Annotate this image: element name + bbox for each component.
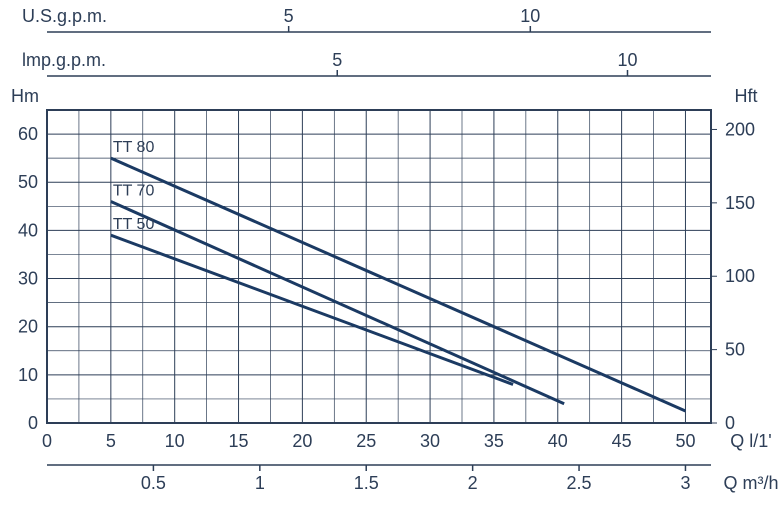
m3h-tick: 2.5: [567, 473, 592, 493]
q-l-label: Q l/1': [730, 431, 771, 451]
q-l-tick: 40: [548, 431, 568, 451]
q-l-tick: 30: [420, 431, 440, 451]
hm-tick: 0: [28, 413, 38, 433]
m3h-tick: 0.5: [141, 473, 166, 493]
hft-label: Hft: [734, 86, 757, 106]
pump-curve-chart: U.S.g.p.m.510lmp.g.p.m.510Hm010203040506…: [0, 0, 783, 519]
q-l-tick: 25: [356, 431, 376, 451]
us-gpm-tick: 10: [520, 6, 540, 26]
hm-tick: 40: [18, 220, 38, 240]
hft-tick: 150: [725, 193, 755, 213]
us-gpm-label: U.S.g.p.m.: [22, 6, 107, 26]
hft-tick: 200: [725, 119, 755, 139]
imp-gpm-label: lmp.g.p.m.: [22, 50, 106, 70]
imp-gpm-tick: 10: [617, 50, 637, 70]
us-gpm-tick: 5: [284, 6, 294, 26]
q-l-tick: 15: [229, 431, 249, 451]
q-l-tick: 45: [612, 431, 632, 451]
m3h-tick: 1.5: [354, 473, 379, 493]
q-l-tick: 35: [484, 431, 504, 451]
hm-tick: 50: [18, 172, 38, 192]
m3h-tick: 2: [468, 473, 478, 493]
hm-tick: 60: [18, 124, 38, 144]
m3h-label: Q m³/h: [723, 473, 778, 493]
hft-tick: 0: [725, 413, 735, 433]
q-l-tick: 10: [165, 431, 185, 451]
q-l-tick: 20: [292, 431, 312, 451]
q-l-tick: 5: [106, 431, 116, 451]
q-l-tick: 0: [42, 431, 52, 451]
hft-tick: 100: [725, 266, 755, 286]
q-l-tick: 50: [675, 431, 695, 451]
plot-area: [47, 110, 711, 423]
imp-gpm-tick: 5: [332, 50, 342, 70]
series-label: TT 50: [113, 216, 155, 233]
series-label: TT 70: [113, 182, 155, 199]
m3h-tick: 1: [255, 473, 265, 493]
hft-tick: 50: [725, 340, 745, 360]
hm-tick: 10: [18, 365, 38, 385]
series-label: TT 80: [113, 139, 155, 156]
m3h-tick: 3: [680, 473, 690, 493]
hm-tick: 30: [18, 269, 38, 289]
hm-tick: 20: [18, 317, 38, 337]
hm-label: Hm: [11, 86, 39, 106]
